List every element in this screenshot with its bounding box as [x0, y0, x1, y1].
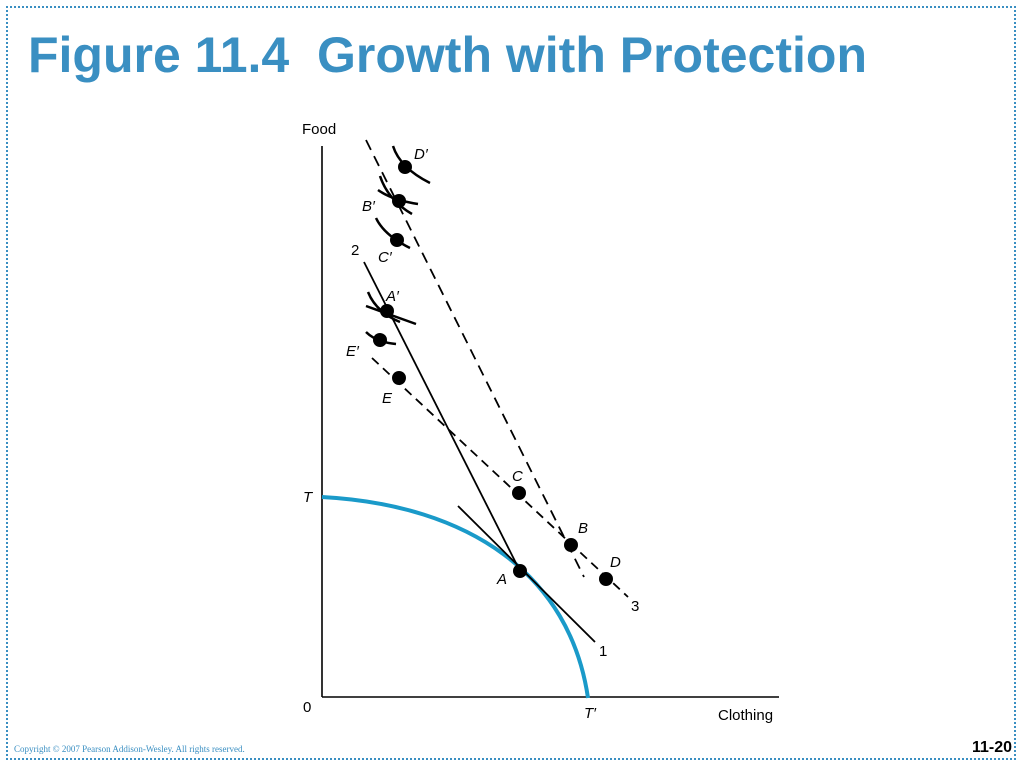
line-3 [371, 357, 629, 598]
line-2-label: 2 [351, 242, 359, 259]
origin-label: 0 [303, 699, 311, 716]
point-e [392, 371, 406, 385]
label-a-prime: A′ [385, 288, 400, 305]
label-c: C [512, 468, 523, 485]
point-b [564, 538, 578, 552]
production-possibility-curve [321, 495, 590, 699]
y-axis-label: Food [302, 121, 336, 138]
point-e-prime [373, 333, 387, 347]
line-3-label: 3 [631, 598, 639, 615]
dashed-line-d-prime-b [365, 139, 585, 578]
point-d-prime [398, 160, 412, 174]
point-c [512, 486, 526, 500]
label-c-prime: C′ [378, 249, 393, 266]
label-b: B [578, 520, 588, 537]
line-1 [457, 505, 596, 643]
point-a [513, 564, 527, 578]
slide-title: Figure 11.4 Growth with Protection [28, 27, 867, 83]
equilibrium-points [373, 160, 613, 586]
x-axis-label: Clothing [718, 707, 773, 724]
curve-label-t: T [303, 489, 314, 506]
point-a-prime [380, 304, 394, 318]
point-c-prime [390, 233, 404, 247]
label-b-prime: B′ [362, 198, 376, 215]
label-a: A [496, 571, 507, 588]
label-e: E [382, 390, 393, 407]
label-e-prime: E′ [346, 343, 360, 360]
curve-label-t-prime: T′ [584, 705, 597, 722]
slide-border [6, 6, 1016, 760]
copyright-notice: Copyright © 2007 Pearson Addison-Wesley.… [14, 744, 245, 754]
page-number: 11-20 [971, 739, 1012, 756]
point-d [599, 572, 613, 586]
line-1-label: 1 [599, 643, 607, 660]
point-b-prime [392, 194, 406, 208]
label-d: D [610, 554, 621, 571]
label-d-prime: D′ [414, 146, 429, 163]
